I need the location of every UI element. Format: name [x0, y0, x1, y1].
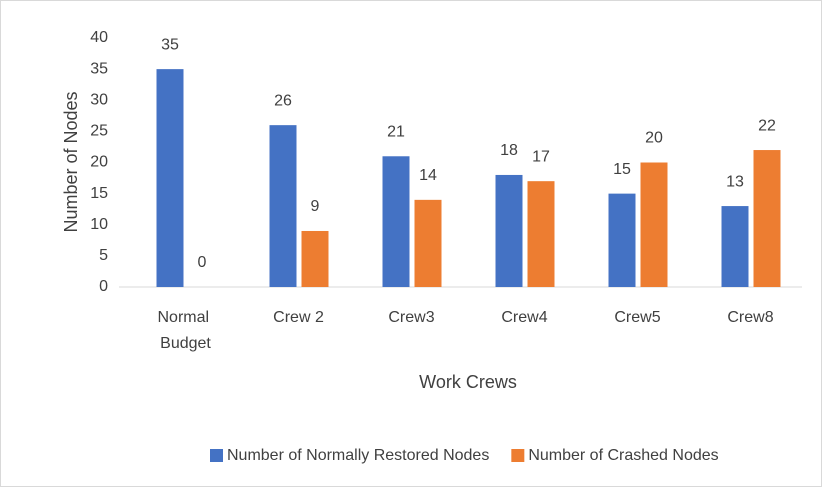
- bar: [495, 174, 523, 287]
- y-tick-label: 0: [99, 278, 108, 295]
- value-label: 26: [274, 92, 292, 109]
- bar: [156, 69, 184, 287]
- value-label: 15: [613, 161, 631, 178]
- x-tick-label: Crew3: [388, 309, 434, 326]
- y-tick-label: 25: [90, 123, 108, 140]
- value-label: 0: [198, 254, 207, 271]
- bar: [640, 162, 668, 287]
- bar: [301, 230, 329, 287]
- x-tick-label: Crew4: [501, 309, 547, 326]
- x-axis-label: Work Crews: [419, 372, 517, 392]
- bar: [269, 125, 297, 288]
- value-label: 14: [419, 167, 437, 184]
- x-tick-label: Crew8: [727, 309, 773, 326]
- bar: [721, 206, 749, 287]
- legend-swatch: [511, 449, 525, 462]
- y-tick-label: 5: [99, 247, 108, 264]
- bar: [753, 150, 781, 287]
- y-tick-label: 40: [90, 29, 108, 46]
- value-label: 21: [387, 123, 405, 140]
- value-label: 9: [311, 198, 320, 215]
- bar: [608, 193, 636, 287]
- legend-swatch: [210, 449, 223, 462]
- legend-label: Number of Crashed Nodes: [528, 447, 718, 464]
- bar: [382, 156, 410, 287]
- value-label: 35: [161, 36, 179, 53]
- bar: [414, 199, 442, 287]
- y-tick-label: 30: [90, 91, 108, 108]
- legend-label: Number of Normally Restored Nodes: [227, 447, 489, 464]
- y-axis-label: Number of Nodes: [61, 91, 81, 232]
- x-tick-label: Crew 2: [273, 309, 324, 326]
- value-label: 13: [726, 173, 744, 190]
- value-label: 18: [500, 142, 518, 159]
- y-tick-label: 35: [90, 60, 108, 77]
- bar: [527, 181, 555, 287]
- x-tick-label: Normal Budget: [157, 309, 213, 352]
- x-tick-label: Crew5: [614, 309, 660, 326]
- y-tick-label: 10: [90, 216, 108, 233]
- y-tick-label: 15: [90, 185, 108, 202]
- value-label: 22: [758, 117, 776, 134]
- y-tick-label: 20: [90, 154, 108, 171]
- value-label: 17: [532, 148, 550, 165]
- value-label: 20: [645, 130, 663, 147]
